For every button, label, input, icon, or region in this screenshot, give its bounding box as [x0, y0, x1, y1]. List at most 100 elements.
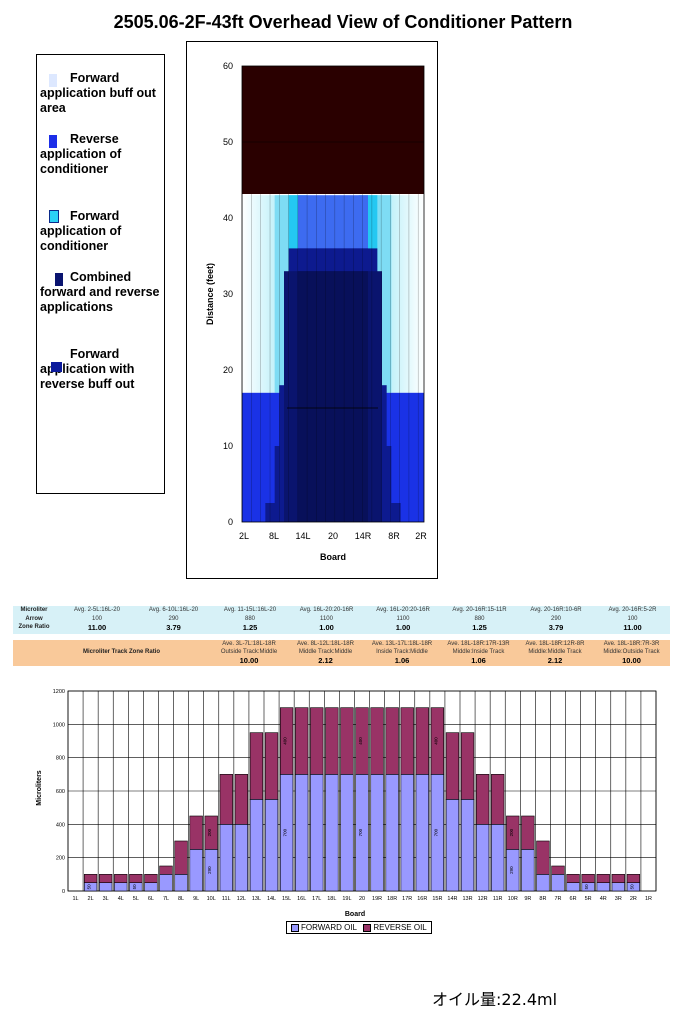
zone-arrow: 1100: [320, 615, 333, 622]
x-tick-label: 18L: [327, 896, 336, 902]
zone-column: Avg. 11-15L:16L-20 880 1.25: [212, 607, 288, 633]
y-tick: 30: [223, 289, 233, 299]
reverse-oil-bar: [370, 707, 384, 775]
x-tick-label: 1L: [72, 896, 78, 902]
x-tick-label: 5L: [133, 896, 139, 902]
legend-swatch: [51, 362, 62, 372]
track-ratio: 1.06: [394, 656, 410, 665]
x-tick-label: 18R: [387, 896, 397, 902]
forward-oil-bar: [370, 774, 384, 892]
reverse-oil-bar: [506, 815, 520, 850]
forward-oil-bar: [415, 774, 429, 892]
zone-head: Avg. 11-15L:16L-20: [223, 607, 277, 613]
zone-column: Avg. 20-16R:5-2R 100 11.00: [595, 607, 671, 633]
track-zone-ratio-table: Microliter Track Zone Ratio Ave. 3L-7L:18…: [13, 640, 670, 666]
track-column: Ave. 13L-17L:18L-18R Inside Track:Middle 1…: [364, 641, 440, 665]
x-tick-label: 8L: [178, 896, 184, 902]
reverse-oil-bar: [279, 707, 294, 775]
forward-oil-bar: [310, 774, 324, 892]
zone-head: Avg. 6-10L:16L-20: [148, 607, 199, 613]
reverse-oil-bar: [460, 732, 475, 800]
forward-oil-bar: [114, 882, 128, 892]
y-tick: 40: [223, 213, 233, 223]
zone-ratio: 1.25: [242, 623, 258, 632]
reverse-oil-bar: [626, 874, 641, 883]
forward-oil-bar: [596, 882, 610, 892]
legend-swatch-reverse: [363, 923, 372, 932]
x-tick-label: 10R: [508, 896, 518, 902]
reverse-oil-bar: [521, 815, 535, 850]
bar-chart-marks: 0 200 400 600 800 1000 1200 1L 2L 3L 4L 5L 6L 7L 8L 9L 1…: [53, 689, 657, 902]
x-axis-title: Board: [320, 552, 346, 562]
forward-oil-bar: [611, 882, 625, 892]
microliter-bar-chart: 0 200 400 600 800 1000 1200 1L 2L 3L 4L 5L 6L 7L 8L 9L 1…: [36, 689, 657, 918]
track-column: Ave. 18L-18R:17R-13R Middle:Inside Track 1…: [441, 641, 517, 665]
x-tick-label: 9L: [193, 896, 199, 902]
reverse-oil-bar: [159, 865, 173, 875]
data-label: 400: [358, 737, 363, 745]
legend-item-buff-out: Forward application buff out area: [40, 71, 156, 115]
x-tick-label: 1R: [645, 896, 652, 902]
zone-head: Avg. 2-5L:16L-20: [74, 607, 120, 613]
legend-swatch: [55, 273, 63, 286]
forward-oil-bar: [325, 774, 339, 892]
reverse-oil-bar: [385, 707, 399, 775]
legend-swatch: [49, 210, 59, 223]
forward-oil-bar: [491, 824, 505, 892]
reverse-oil-bar: [445, 732, 460, 800]
x-tick-label: 14L: [267, 896, 276, 902]
track-sub: Middle:Outside Track: [603, 649, 660, 655]
zone-column: Avg. 2-5L:16L-20 100 11.00: [59, 607, 135, 633]
y-axis-title: Distance (feet): [205, 263, 215, 325]
x-tick-label: 12R: [478, 896, 488, 902]
overhead-pattern-svg: 0 10 20 30 40 50 60 2L 8L 14L 20 14R 8R …: [205, 61, 427, 562]
pattern-legend: Forward application buff out area Revers…: [36, 54, 165, 494]
x-tick: 8L: [269, 531, 279, 541]
reverse-oil-bar: [234, 774, 249, 825]
x-tick-label: 20: [359, 896, 365, 902]
forward-oil-bar: [536, 874, 550, 892]
y-tick-label: 400: [56, 822, 65, 828]
track-head: Ave. 13L-17L:18L-18R: [371, 641, 433, 647]
forward-oil-bar: [475, 824, 490, 892]
zone-column: Avg. 20-16R:15-11R 880 1.25: [442, 607, 518, 633]
board-lines: [242, 194, 424, 522]
reverse-oil-bar: [295, 707, 309, 775]
zone-column: Avg. 16L-20:20-16R 1100 1.00: [289, 607, 365, 633]
x-tick-label: 11L: [222, 896, 231, 902]
track-ratio: 1.06: [471, 656, 486, 665]
y-tick-label: 1200: [53, 689, 65, 695]
reverse-oil-bar: [355, 707, 369, 775]
x-tick: 2L: [239, 531, 249, 541]
oil-volume-note: オイル量:22.4ml: [432, 990, 558, 1009]
reverse-oil-bar: [144, 874, 158, 883]
x-tick: 2R: [415, 531, 427, 541]
forward-oil-bar: [385, 774, 399, 892]
track-ratio: 10.00: [239, 656, 259, 665]
x-tick-label: 12L: [237, 896, 246, 902]
x-tick-label: 2R: [630, 896, 637, 902]
x-tick: 20: [328, 531, 338, 541]
x-tick-label: 19L: [342, 896, 351, 902]
x-tick-label: 11R: [493, 896, 503, 902]
y-tick-label: 600: [56, 789, 65, 795]
reverse-oil-bar: [189, 815, 203, 850]
legend-label-forward: FORWARD OIL: [301, 923, 357, 932]
reverse-oil-bar: [551, 865, 565, 875]
x-tick-label: 7R: [554, 896, 561, 902]
data-label: 290: [509, 866, 514, 874]
reverse-oil-bar: [114, 874, 128, 883]
legend-swatch: [49, 135, 57, 148]
reverse-oil-bar: [264, 732, 279, 800]
x-tick-label: 4L: [118, 896, 124, 902]
reverse-oil-bar: [581, 874, 595, 883]
zone-head: Avg. 20-16R:10-6R: [530, 607, 582, 613]
reverse-oil-bar: [596, 874, 610, 883]
data-label: 700: [283, 828, 288, 836]
track-sub: Middle:Middle Track: [528, 649, 582, 655]
zone-ratio: 1.00: [319, 623, 334, 632]
data-label: 200: [207, 828, 212, 836]
zone-ratio: 3.79: [166, 623, 181, 632]
forward-oil-bar: [566, 882, 580, 892]
y-tick-label: 800: [56, 756, 65, 762]
